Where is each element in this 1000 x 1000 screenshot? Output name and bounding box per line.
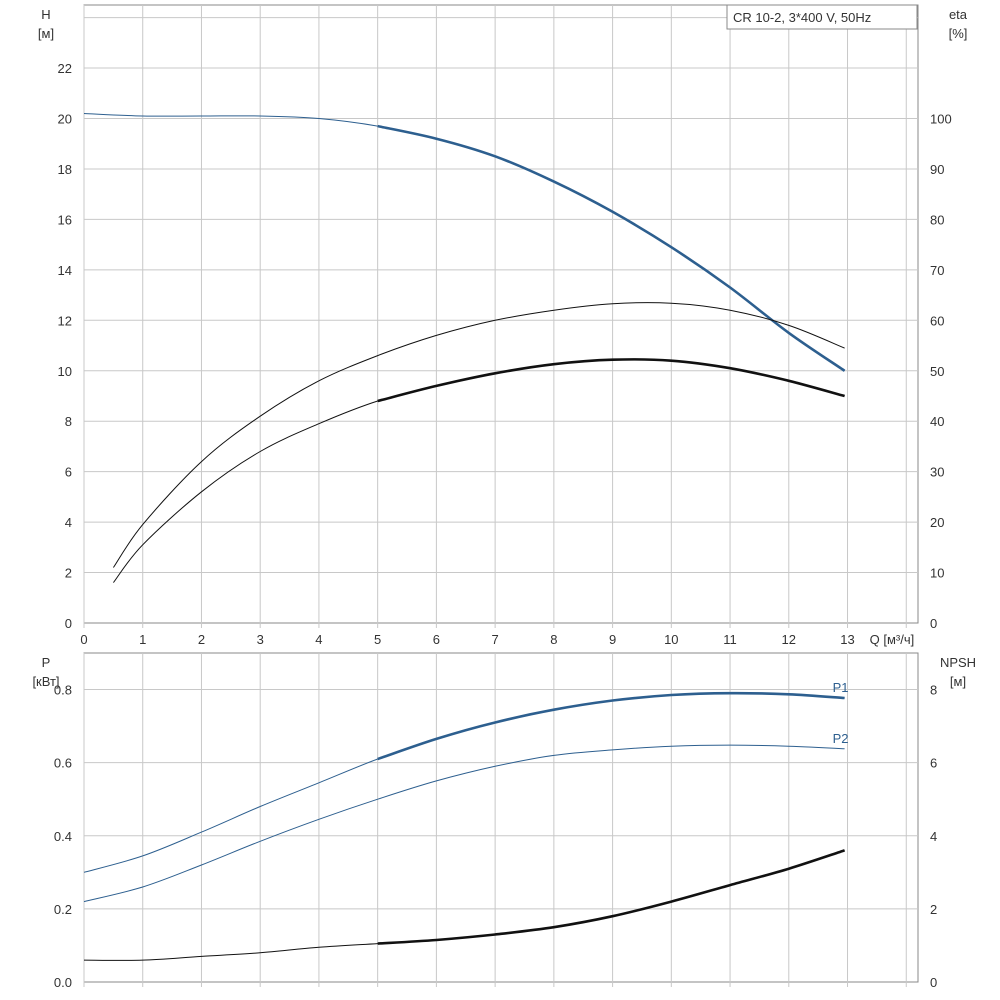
y-right-unit: [%] [949, 26, 968, 41]
y-right-tick-label: 90 [930, 162, 944, 177]
series-line-P2 [83, 744, 845, 903]
plot-area-bottom [83, 652, 919, 983]
series-label-P2: P2 [833, 731, 849, 746]
y-right-tick-label: 0 [930, 616, 937, 631]
x-tick-label: 10 [664, 632, 678, 647]
y-left-tick-label: 2 [65, 566, 72, 581]
x-tick-label: 8 [550, 632, 557, 647]
legend-frame [726, 4, 918, 30]
y-right-tick-label: 4 [930, 829, 937, 844]
x-tick-label: 4 [315, 632, 322, 647]
y-right-tick-label: 70 [930, 263, 944, 278]
y-right-tick-label: 0 [930, 975, 937, 990]
y-right-tick-label: 40 [930, 414, 944, 429]
y-left-tick-label: 0.4 [54, 829, 72, 844]
y-left-tick-label: 0.6 [54, 756, 72, 771]
series-line-NPSH-duty-range [377, 849, 845, 945]
y-left-tick-label: 4 [65, 515, 72, 530]
series-line-eta-duty-range [377, 358, 845, 403]
y-right-tick-label: 100 [930, 112, 952, 127]
y-right-tick-label: 60 [930, 313, 944, 328]
legend-box: CR 10-2, 3*400 V, 50Hz [726, 4, 918, 30]
x-tick-label: 3 [257, 632, 264, 647]
series-line-P1-duty-range [377, 691, 845, 761]
y-right-tick-label: 2 [930, 902, 937, 917]
y-right-tick-label: 50 [930, 364, 944, 379]
y-right-tick-label: 30 [930, 465, 944, 480]
plot-area-top [83, 4, 919, 624]
x-tick-label: 2 [198, 632, 205, 647]
y-right-title: eta [949, 7, 968, 22]
x-tick-label: 0 [80, 632, 87, 647]
y-left-unit: [м] [38, 26, 54, 41]
y-left-tick-label: 20 [58, 112, 72, 127]
y-left-title: H [41, 7, 50, 22]
y-right-title: NPSH [940, 655, 976, 670]
y-right-tick-label: 10 [930, 566, 944, 581]
panel-top: 0246810121416182022010203040506070809010… [38, 4, 968, 647]
y-left-tick-label: 14 [58, 263, 72, 278]
x-tick-label: 7 [492, 632, 499, 647]
legend-text: CR 10-2, 3*400 V, 50Hz [733, 10, 871, 25]
y-left-tick-label: 18 [58, 162, 72, 177]
y-left-tick-label: 6 [65, 465, 72, 480]
panel-bottom: 0.0 0.2 0.4 0.6 0.8 0 2 4 6 8 P [кВт] NPSH [м] P1 P2 [32, 652, 976, 990]
y-right-tick-label: 80 [930, 212, 944, 227]
y-left-tick-label: 22 [58, 61, 72, 76]
y-left-title: P [42, 655, 51, 670]
x-tick-label: 6 [433, 632, 440, 647]
y-left-tick-label: 0 [65, 616, 72, 631]
series-line-eta_upper [112, 302, 845, 568]
y-right-tick-label: 8 [930, 683, 937, 698]
x-tick-label: 1 [139, 632, 146, 647]
y-left-tick-label: 0.8 [54, 683, 72, 698]
y-right-unit: [м] [950, 674, 966, 689]
y-left-tick-label: 16 [58, 212, 72, 227]
y-left-tick-label: 0.2 [54, 902, 72, 917]
x-tick-label: 12 [782, 632, 796, 647]
y-left-tick-label: 10 [58, 364, 72, 379]
x-tick-label: 5 [374, 632, 381, 647]
series-label-P1: P1 [833, 680, 849, 695]
x-tick-label: 13 [840, 632, 854, 647]
x-tick-label: 9 [609, 632, 616, 647]
y-right-tick-label: 20 [930, 515, 944, 530]
y-right-tick-label: 6 [930, 756, 937, 771]
y-left-tick-label: 0.0 [54, 975, 72, 990]
x-axis-title: Q [м³/ч] [870, 632, 915, 647]
y-left-tick-label: 8 [65, 414, 72, 429]
y-left-unit: [кВт] [32, 674, 59, 689]
x-tick-label: 11 [723, 632, 737, 647]
series-line-H-duty-range [377, 124, 846, 372]
y-left-tick-label: 12 [58, 313, 72, 328]
